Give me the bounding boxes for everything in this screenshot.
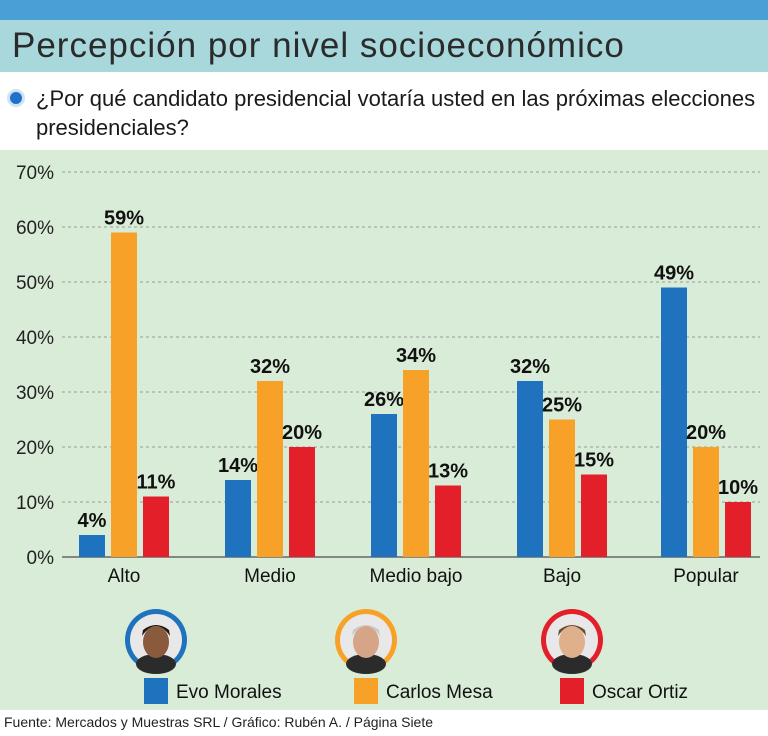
y-tick-label: 0% [27, 548, 55, 569]
portrait-face [143, 626, 169, 658]
data-label: 34% [396, 345, 436, 367]
bar [143, 496, 169, 557]
survey-question: ¿Por qué candidato presidencial votaría … [36, 86, 756, 140]
y-tick-label: 70% [16, 163, 54, 184]
y-tick-label: 30% [16, 383, 54, 404]
bar [661, 287, 687, 557]
bar-chart: 0% 10% 20% 30% 40% 50% 60% 70% 4% 14% 26% 32% 49% 59%… [16, 163, 760, 704]
bar [289, 447, 315, 557]
legend-label: Evo Morales [176, 682, 282, 703]
data-label: 4% [78, 510, 107, 532]
footer: Fuente: Mercados y Muestras SRL / Gráfic… [0, 710, 768, 736]
category-label: Alto [108, 566, 141, 587]
oscar-ortiz-portrait [541, 609, 603, 674]
portrait-shoulders [136, 654, 176, 674]
bar [79, 535, 105, 557]
data-label: 26% [364, 389, 404, 411]
bullet-icon [7, 89, 25, 107]
portrait-hair [352, 625, 380, 636]
category-label: Medio bajo [370, 566, 463, 587]
data-label: 49% [654, 263, 694, 285]
page-title: Percepción por nivel socioeconómico [12, 26, 625, 65]
y-tick-label: 60% [16, 218, 54, 239]
bar [111, 232, 137, 557]
bar [225, 480, 251, 557]
source-credit: Fuente: Mercados y Muestras SRL / Gráfic… [4, 714, 434, 730]
bar [435, 485, 461, 557]
data-label: 15% [574, 450, 614, 472]
data-label: 32% [510, 356, 550, 378]
category-label: Bajo [543, 566, 581, 587]
portrait-hair [142, 625, 170, 636]
legend-label: Carlos Mesa [386, 682, 493, 703]
legend-swatch [144, 678, 168, 704]
data-label: 13% [428, 461, 468, 483]
top-accent-bar [0, 0, 768, 20]
data-label: 14% [218, 455, 258, 477]
bar [257, 381, 283, 557]
bar [403, 370, 429, 557]
category-label: Popular [673, 566, 739, 587]
legend-label: Oscar Ortiz [592, 682, 688, 703]
portrait-shoulders [552, 654, 592, 674]
title-bar [0, 20, 768, 72]
portrait-face [559, 626, 585, 658]
y-tick-label: 50% [16, 273, 54, 294]
bar [581, 474, 607, 557]
data-label: 11% [137, 472, 176, 494]
data-label: 20% [282, 422, 322, 444]
portrait-shoulders [346, 654, 386, 674]
legend-swatch [354, 678, 378, 704]
data-label: 32% [250, 356, 290, 378]
bar [371, 414, 397, 557]
data-label: 20% [686, 422, 726, 444]
data-label: 25% [542, 395, 582, 417]
chart-area: 0% 10% 20% 30% 40% 50% 60% 70% 4% 14% 26% 32% 49% 59%… [0, 150, 768, 710]
bar [693, 447, 719, 557]
bar [725, 502, 751, 557]
y-tick-label: 20% [16, 438, 54, 459]
evo-morales-portrait [125, 609, 187, 674]
portrait-face [353, 626, 379, 658]
data-label: 59% [104, 208, 144, 230]
y-tick-label: 10% [16, 493, 54, 514]
legend-swatch [560, 678, 584, 704]
bar [517, 381, 543, 557]
bar [549, 419, 575, 557]
y-tick-label: 40% [16, 328, 54, 349]
carlos-mesa-portrait [335, 609, 397, 674]
portrait-hair [558, 625, 586, 636]
category-label: Medio [244, 566, 296, 587]
data-label: 10% [718, 477, 758, 499]
